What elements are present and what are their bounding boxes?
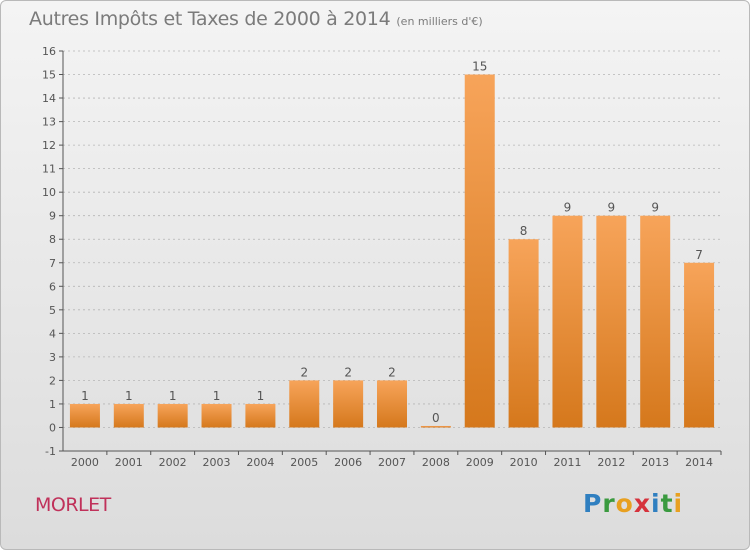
y-tick-label: 7 [49, 257, 56, 270]
y-tick-label: 3 [49, 351, 56, 364]
bar [113, 403, 144, 428]
logo-letter: i [673, 489, 684, 518]
logo-letter: i [651, 489, 661, 518]
y-tick-label: -1 [45, 445, 56, 458]
commune-name: MORLET [35, 494, 111, 516]
data-label: 15 [472, 60, 487, 74]
y-tick-label: 13 [42, 116, 56, 129]
x-tick-label: 2001 [115, 456, 143, 469]
data-label: 7 [695, 248, 703, 262]
y-tick-label: 6 [49, 280, 56, 293]
bar [684, 262, 715, 428]
logo-letter: t [660, 489, 674, 518]
bar [640, 215, 671, 428]
bar [552, 215, 583, 428]
y-tick-label: 16 [42, 45, 56, 58]
data-label: 8 [520, 224, 528, 238]
x-tick-label: 2005 [290, 456, 318, 469]
bar [69, 403, 100, 428]
logo-letter: x [633, 489, 651, 518]
x-tick-label: 2010 [510, 456, 538, 469]
x-tick-label: 2011 [553, 456, 581, 469]
y-tick-label: 15 [42, 69, 56, 82]
bar [333, 380, 364, 428]
bar [201, 403, 232, 428]
data-label: 0 [432, 411, 440, 425]
unit-note: (en milliers d'€) [396, 15, 483, 28]
data-label: 2 [344, 365, 352, 379]
logo-letter: o [615, 489, 634, 518]
data-label: 1 [81, 389, 89, 403]
data-label: 2 [300, 365, 308, 379]
y-tick-label: 8 [49, 233, 56, 246]
x-tick-label: 2007 [378, 456, 406, 469]
chart-title-group: Autres Impôts et Taxes de 2000 à 2014 (en… [29, 8, 483, 30]
x-tick-label: 2002 [159, 456, 187, 469]
x-tick-label: 2013 [641, 456, 669, 469]
x-tick-label: 2000 [71, 456, 99, 469]
data-label: 1 [169, 389, 177, 403]
bar [464, 74, 495, 428]
chart-title: Autres Impôts et Taxes de 2000 à 2014 [29, 8, 391, 30]
y-tick-label: 11 [42, 163, 56, 176]
x-tick-label: 2004 [246, 456, 274, 469]
x-tick-label: 2006 [334, 456, 362, 469]
y-tick-label: 2 [49, 374, 56, 387]
x-tick-label: 2012 [597, 456, 625, 469]
y-tick-label: 1 [49, 398, 56, 411]
bar [596, 215, 627, 428]
data-label: 9 [564, 201, 572, 215]
bar [377, 380, 407, 428]
y-tick-label: 4 [49, 327, 56, 340]
data-label: 1 [213, 389, 221, 403]
proxiti-logo: Proxiti [583, 489, 683, 518]
y-tick-label: 9 [49, 210, 56, 223]
bar [157, 403, 188, 428]
bar [289, 380, 320, 428]
y-tick-label: 5 [49, 304, 56, 317]
y-tick-label: 0 [49, 421, 56, 434]
data-label: 9 [651, 201, 659, 215]
logo-letter: r [602, 489, 616, 518]
bar [420, 425, 451, 428]
data-label: 1 [125, 389, 133, 403]
bar [245, 403, 276, 428]
data-label: 9 [608, 201, 616, 215]
y-tick-label: 10 [42, 186, 56, 199]
y-tick-label: 12 [42, 139, 56, 152]
x-tick-label: 2009 [466, 456, 494, 469]
x-tick-label: 2014 [685, 456, 713, 469]
x-tick-label: 2003 [203, 456, 231, 469]
bar [508, 239, 539, 428]
logo-letter: P [583, 489, 603, 518]
data-label: 2 [388, 365, 396, 379]
y-tick-label: 14 [42, 92, 56, 105]
data-label: 1 [257, 389, 265, 403]
x-tick-label: 2008 [422, 456, 450, 469]
